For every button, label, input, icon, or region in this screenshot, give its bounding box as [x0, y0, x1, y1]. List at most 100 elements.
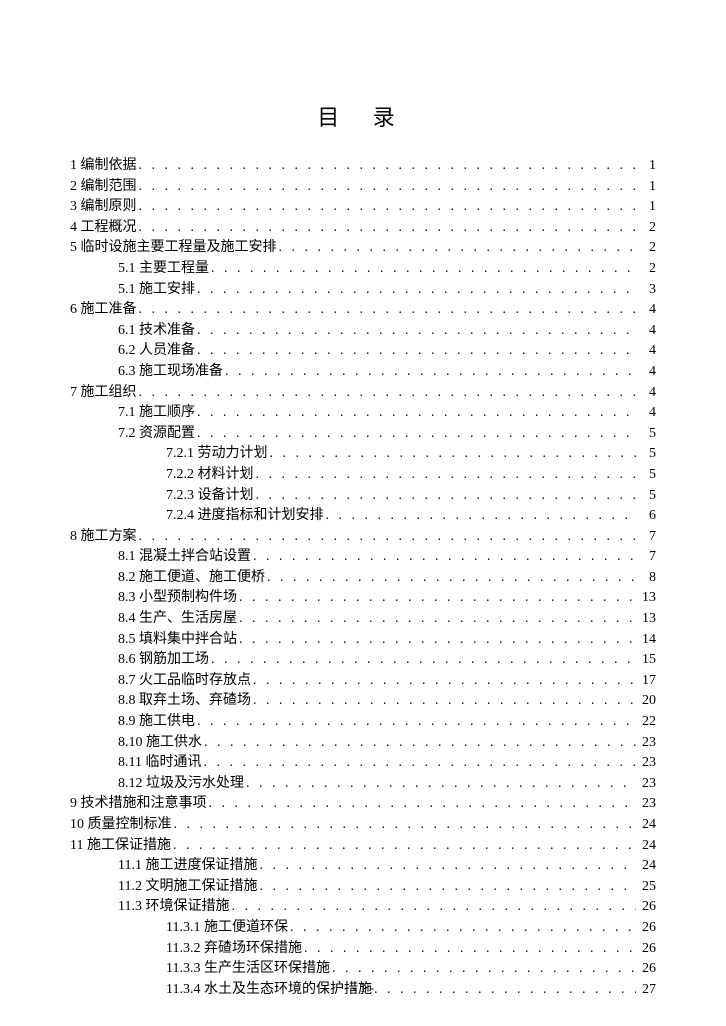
toc-entry-page: 23 — [636, 753, 656, 773]
toc-entry-label: 8.5 填料集中拌合站 — [118, 630, 237, 650]
toc-entry: 8.2 施工便道、施工便桥8 — [70, 568, 656, 588]
toc-dot-leader — [201, 753, 636, 773]
toc-entry-label: 5.1 主要工程量 — [118, 259, 209, 279]
toc-entry-label: 8 施工方案 — [70, 527, 137, 547]
toc-entry-page: 14 — [636, 630, 656, 650]
toc-entry-label: 9 技术措施和注意事项 — [70, 794, 207, 814]
toc-entry-label: 6.3 施工现场准备 — [118, 362, 223, 382]
toc-dot-leader — [137, 527, 637, 547]
toc-entry-page: 24 — [636, 836, 656, 856]
toc-title: 目 录 — [70, 100, 656, 132]
toc-entry-page: 26 — [636, 918, 656, 938]
toc-entry: 5.1 主要工程量 2 — [70, 259, 656, 279]
toc-entry-page: 26 — [636, 939, 656, 959]
toc-entry: 7 施工组织 4 — [70, 383, 656, 403]
toc-entry: 6.3 施工现场准备 4 — [70, 362, 656, 382]
toc-entry-label: 11 施工保证措施 — [70, 836, 171, 856]
toc-entry-page: 3 — [636, 280, 656, 300]
toc-entry-page: 1 — [636, 197, 656, 217]
toc-entry-label: 3 编制原则 — [70, 197, 137, 217]
toc-dot-leader — [330, 959, 636, 979]
toc-entry: 7.2.3 设备计划5 — [70, 486, 656, 506]
toc-entry-page: 4 — [636, 321, 656, 341]
toc-dot-leader — [195, 321, 636, 341]
toc-entry: 2 编制范围1 — [70, 177, 656, 197]
toc-dot-leader — [137, 197, 637, 217]
toc-entry-label: 7.2.4 进度指标和计划安排 — [166, 506, 324, 526]
toc-entry-page: 4 — [636, 362, 656, 382]
toc-entry-label: 8.9 施工供电 — [118, 712, 195, 732]
toc-dot-leader — [251, 547, 636, 567]
toc-entry-label: 7.2.2 材料计划 — [166, 465, 254, 485]
toc-dot-leader — [302, 939, 636, 959]
toc-entry: 7.2.2 材料计划5 — [70, 465, 656, 485]
toc-dot-leader — [137, 156, 637, 176]
toc-entry-page: 24 — [636, 856, 656, 876]
toc-dot-leader — [137, 177, 637, 197]
toc-entry-page: 8 — [636, 568, 656, 588]
toc-dot-leader — [171, 836, 636, 856]
toc-entry-page: 15 — [636, 650, 656, 670]
toc-dot-leader — [265, 568, 636, 588]
toc-entry-page: 22 — [636, 712, 656, 732]
toc-entry-label: 7.2.1 劳动力计划 — [166, 444, 268, 464]
toc-entry-label: 11.3.2 弃碴场环保措施 — [166, 939, 302, 959]
toc-dot-leader — [229, 897, 636, 917]
toc-entry: 7.2.4 进度指标和计划安排 6 — [70, 506, 656, 526]
toc-entry-label: 4 工程概况 — [70, 218, 137, 238]
toc-entry-label: 8.7 火工品临时存放点 — [118, 671, 251, 691]
toc-entry: 11.1 施工进度保证措施24 — [70, 856, 656, 876]
toc-entry-page: 6 — [636, 506, 656, 526]
toc-entry-page: 7 — [636, 527, 656, 547]
document-page: 目 录 1 编制依据12 编制范围13 编制原则14 工程概况25 临时设施主要… — [0, 0, 726, 1026]
toc-entry: 6.2 人员准备4 — [70, 341, 656, 361]
toc-entry: 7.2.1 劳动力计划5 — [70, 444, 656, 464]
toc-entry: 8.10 施工供水23 — [70, 733, 656, 753]
toc-entry-page: 2 — [636, 218, 656, 238]
toc-dot-leader — [137, 383, 637, 403]
toc-entry: 8.6 钢筋加工场15 — [70, 650, 656, 670]
toc-entry: 11.2 文明施工保证措施25 — [70, 877, 656, 897]
toc-dot-leader — [257, 856, 636, 876]
toc-entry: 9 技术措施和注意事项23 — [70, 794, 656, 814]
toc-entry-page: 17 — [636, 671, 656, 691]
toc-entry-label: 10 质量控制标准 — [70, 815, 172, 835]
toc-entry-label: 8.1 混凝土拌合站设置 — [118, 547, 251, 567]
toc-entry-label: 7.1 施工顺序 — [118, 403, 195, 423]
toc-dot-leader — [195, 341, 636, 361]
page-number: - 1 - — [0, 980, 726, 996]
toc-entry-page: 2 — [636, 259, 656, 279]
toc-entry-page: 4 — [636, 383, 656, 403]
toc-entry-page: 5 — [636, 424, 656, 444]
toc-entry-label: 7.2.3 设备计划 — [166, 486, 254, 506]
toc-entry-page: 13 — [636, 609, 656, 629]
toc-entry: 8.12 垃圾及污水处理23 — [70, 774, 656, 794]
toc-entry: 8 施工方案 7 — [70, 527, 656, 547]
toc-entry-label: 5.1 施工安排 — [118, 280, 195, 300]
toc-entry: 8.1 混凝土拌合站设置 7 — [70, 547, 656, 567]
toc-dot-leader — [195, 424, 636, 444]
toc-entry-page: 26 — [636, 959, 656, 979]
toc-entry: 11.3 环境保证措施26 — [70, 897, 656, 917]
toc-list: 1 编制依据12 编制范围13 编制原则14 工程概况25 临时设施主要工程量及… — [70, 156, 656, 999]
toc-dot-leader — [195, 403, 636, 423]
toc-entry-page: 4 — [636, 300, 656, 320]
toc-entry-label: 11.3.1 施工便道环保 — [166, 918, 288, 938]
toc-dot-leader — [324, 506, 637, 526]
toc-entry-label: 6.2 人员准备 — [118, 341, 195, 361]
toc-dot-leader — [172, 815, 637, 835]
toc-entry-label: 6.1 技术准备 — [118, 321, 195, 341]
toc-dot-leader — [207, 794, 637, 814]
toc-entry-page: 7 — [636, 547, 656, 567]
toc-entry-label: 5 临时设施主要工程量及施工安排 — [70, 238, 277, 258]
toc-dot-leader — [137, 218, 637, 238]
toc-entry: 6.1 技术准备 4 — [70, 321, 656, 341]
toc-dot-leader — [254, 465, 637, 485]
toc-dot-leader — [254, 486, 637, 506]
toc-entry-page: 23 — [636, 733, 656, 753]
toc-entry-label: 7 施工组织 — [70, 383, 137, 403]
toc-dot-leader — [195, 280, 636, 300]
toc-entry: 7.1 施工顺序4 — [70, 403, 656, 423]
toc-entry-label: 8.3 小型预制构件场 — [118, 588, 237, 608]
toc-entry-label: 2 编制范围 — [70, 177, 137, 197]
